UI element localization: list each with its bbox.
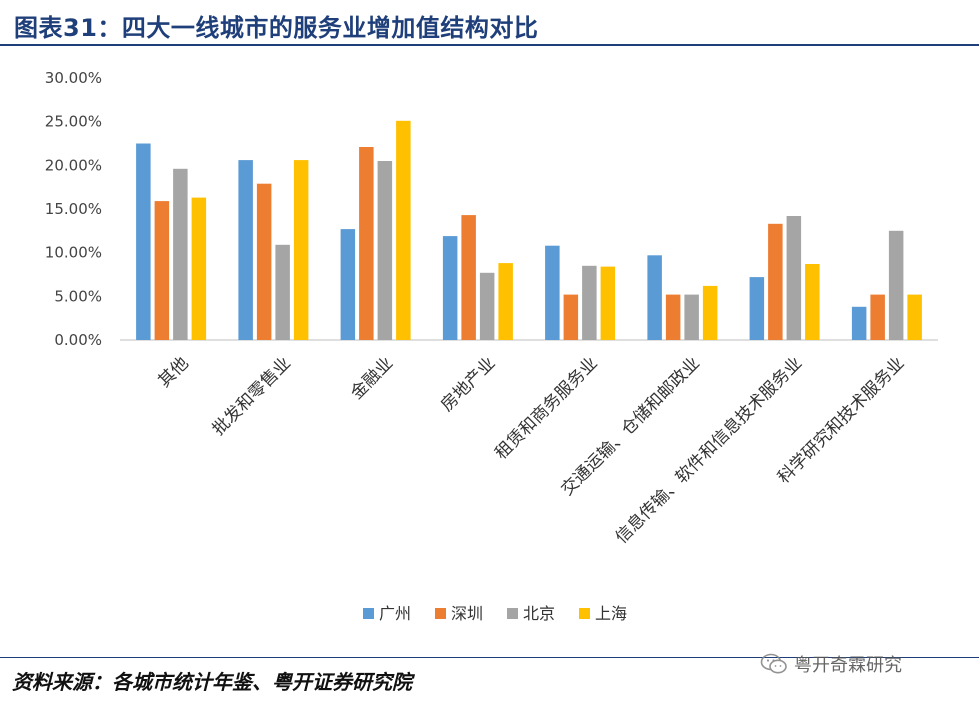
bar: [749, 277, 765, 340]
y-tick-label: 10.00%: [45, 244, 102, 262]
page-title: 图表31：四大一线城市的服务业增加值结构对比: [14, 14, 539, 42]
bar: [907, 294, 922, 340]
y-tick-label: 5.00%: [54, 287, 102, 305]
bar: [684, 294, 699, 340]
legend-item[interactable]: 北京: [507, 604, 555, 623]
bar: [396, 120, 411, 340]
bar: [870, 294, 885, 340]
bar: [702, 285, 718, 340]
legend-swatch: [507, 608, 518, 619]
bar: [600, 266, 616, 340]
source-note: 资料来源：各城市统计年鉴、粤开证券研究院: [12, 670, 412, 694]
y-axis-ticks: 0.00% 5.00% 10.00% 15.00% 20.00% 25.00% 30.00%: [45, 69, 102, 349]
bar: [377, 161, 393, 340]
y-tick-label: 30.00%: [45, 69, 102, 87]
bar: [647, 255, 662, 340]
bar: [154, 201, 170, 340]
bar: [479, 272, 495, 340]
bar: [582, 265, 597, 340]
title-divider: [0, 44, 979, 46]
legend-swatch: [363, 608, 374, 619]
x-category-label: 房地产业: [437, 353, 499, 415]
bar: [173, 168, 188, 340]
legend[interactable]: 广州 深圳 北京 上海: [363, 604, 627, 623]
legend-swatch: [579, 608, 590, 619]
legend-item[interactable]: 广州: [363, 604, 411, 623]
bar: [238, 160, 253, 340]
bar: [256, 183, 272, 340]
x-category-label: 其他: [154, 353, 192, 391]
bar: [665, 294, 681, 340]
x-category-label: 金融业: [347, 353, 397, 403]
x-category-label: 批发和零售业: [209, 353, 295, 439]
bar: [805, 264, 820, 340]
bar: [888, 230, 904, 340]
bar: [442, 236, 458, 340]
legend-swatch: [435, 608, 446, 619]
legend-label: 广州: [379, 604, 411, 623]
bar: [275, 244, 290, 340]
bars: [136, 120, 922, 340]
legend-item[interactable]: 深圳: [435, 604, 483, 623]
bar: [545, 245, 560, 340]
category-labels: 其他 批发和零售业 金融业 房地产业租赁和商务服务业交通运输、仓储和邮政业信息传输、软…: [154, 353, 908, 547]
bar: [786, 216, 802, 340]
watermark-text: 粤开奇霖研究: [794, 655, 902, 676]
x-category-label: 租赁和商务服务业: [491, 353, 601, 463]
bar: [191, 197, 207, 340]
bar: [498, 263, 513, 340]
wechat-icon: [760, 653, 787, 674]
footer-divider: [0, 657, 979, 658]
legend-label: 深圳: [451, 604, 483, 623]
bar: [136, 143, 151, 340]
bar: [293, 160, 309, 340]
bar: [768, 223, 783, 340]
legend-label: 北京: [523, 604, 555, 623]
x-category-label: 信息传输、软件和信息技术服务业: [612, 353, 806, 547]
y-tick-label: 20.00%: [45, 156, 102, 174]
watermark: 粤开奇霖研究: [760, 651, 902, 677]
legend-item[interactable]: 上海: [579, 604, 627, 623]
bar: [851, 306, 867, 340]
legend-label: 上海: [595, 604, 627, 623]
y-tick-label: 0.00%: [54, 331, 102, 349]
bar: [461, 215, 476, 340]
y-tick-label: 15.00%: [45, 200, 102, 218]
y-tick-label: 25.00%: [45, 113, 102, 131]
bar: [359, 147, 374, 340]
bar: [563, 294, 579, 340]
bar: [340, 229, 356, 340]
